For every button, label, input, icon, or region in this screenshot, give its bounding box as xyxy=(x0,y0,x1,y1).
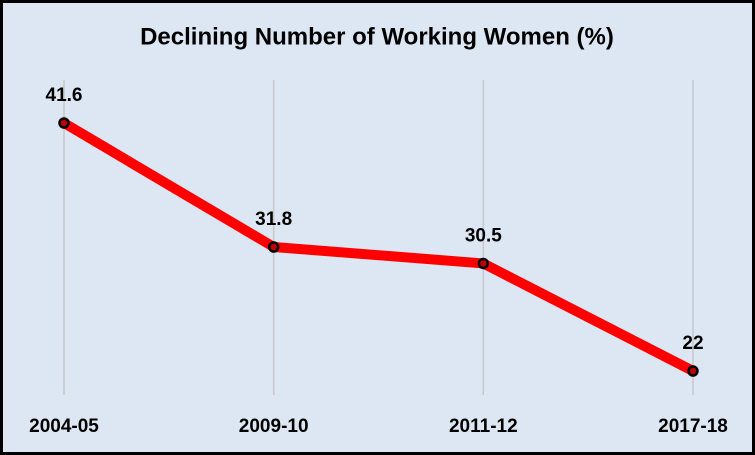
x-tick-label: 2004-05 xyxy=(29,416,99,437)
x-tick-label: 2009-10 xyxy=(239,416,309,437)
chart-title: Declining Number of Working Women (%) xyxy=(140,23,614,50)
x-tick-label: 2017-18 xyxy=(658,416,728,437)
data-label: 22 xyxy=(682,333,703,354)
data-label: 41.6 xyxy=(46,85,83,106)
marker xyxy=(687,365,699,377)
marker xyxy=(58,117,70,129)
data-label: 31.8 xyxy=(255,209,292,230)
data-label: 30.5 xyxy=(465,225,502,246)
line xyxy=(61,118,696,376)
marker xyxy=(477,257,490,270)
marker xyxy=(267,241,280,253)
x-tick-label: 2011-12 xyxy=(449,416,518,437)
